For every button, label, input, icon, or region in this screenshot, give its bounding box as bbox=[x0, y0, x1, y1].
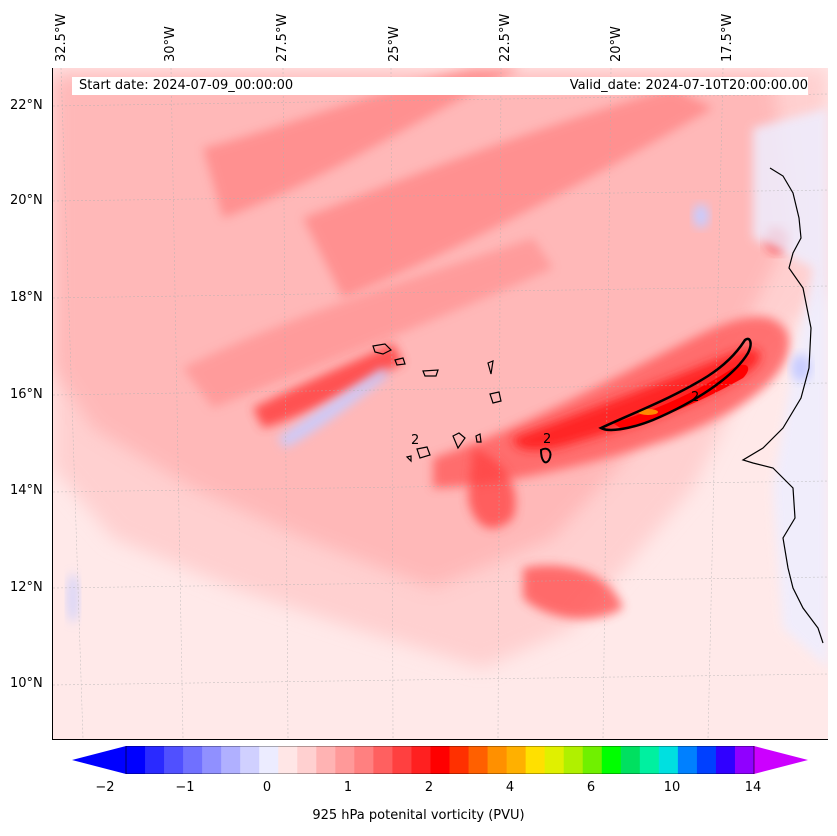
colorbar-outline bbox=[125, 746, 755, 774]
streak-upper-c bbox=[183, 238, 553, 408]
lon-label-20w: 20°W bbox=[609, 26, 624, 62]
streak-upper-a bbox=[203, 68, 523, 218]
colorbar-segment bbox=[677, 746, 698, 774]
colorbar-segment bbox=[620, 746, 641, 774]
contour-label-west: 2 bbox=[411, 433, 420, 448]
colorbar-segment bbox=[696, 746, 717, 774]
colorbar-segment bbox=[202, 746, 222, 774]
lat-label-22n: 22°N bbox=[10, 98, 43, 113]
main-band-core bbox=[513, 348, 761, 450]
colorbar-segment bbox=[259, 746, 279, 774]
colorbar-segment bbox=[430, 746, 451, 774]
lon-label-17-5w: 17.5°W bbox=[720, 13, 735, 62]
info-banner bbox=[72, 77, 808, 95]
tick-label-minus-1: −1 bbox=[175, 780, 195, 795]
lon-label-22-5w: 22.5°W bbox=[498, 13, 513, 62]
colorbar-segment bbox=[468, 746, 489, 774]
cape-verde-islands bbox=[372, 343, 502, 463]
lat-label-16n: 16°N bbox=[10, 387, 43, 402]
pv-field-map bbox=[53, 68, 828, 739]
colorbar-segment bbox=[316, 746, 336, 774]
colorbar-max-arrow bbox=[754, 746, 808, 774]
lon-label-25w: 25°W bbox=[387, 26, 402, 62]
negative-spot-north bbox=[693, 204, 709, 228]
valid-date-text: Valid_date: 2024-07-10T20:00:00.00 bbox=[569, 78, 808, 93]
tick-label-14: 14 bbox=[744, 780, 762, 795]
lat-label-12n: 12°N bbox=[10, 580, 43, 595]
streak-negative bbox=[278, 368, 389, 448]
colorbar-min-arrow bbox=[72, 746, 126, 774]
colorbar-segment bbox=[601, 746, 622, 774]
lat-label-20n: 20°N bbox=[10, 193, 43, 208]
colorbar-segment bbox=[563, 746, 584, 774]
colorbar-segment bbox=[658, 746, 679, 774]
colorbar-segment bbox=[183, 746, 203, 774]
tick-label-1: 1 bbox=[343, 780, 353, 795]
colorbar-label: 925 hPa potenital vorticity (PVU) bbox=[312, 808, 525, 823]
tick-label-minus-2: −2 bbox=[95, 780, 115, 795]
colorbar-segment bbox=[164, 746, 184, 774]
lat-label-14n: 14°N bbox=[10, 483, 43, 498]
colorbar-segment bbox=[639, 746, 660, 774]
colorbar-segment bbox=[278, 746, 298, 774]
colorbar-segment bbox=[126, 746, 146, 774]
lat-label-10n: 10°N bbox=[10, 676, 43, 691]
colorbar-segment bbox=[373, 746, 393, 774]
colorbar-segment bbox=[449, 746, 470, 774]
streak-mid-left bbox=[253, 343, 403, 428]
pv-2-contour bbox=[598, 337, 752, 432]
tick-label-6: 6 bbox=[586, 780, 596, 795]
map-frame bbox=[52, 68, 828, 740]
colorbar-segment bbox=[335, 746, 355, 774]
colorbar-segment bbox=[354, 746, 374, 774]
tick-label-10: 10 bbox=[663, 780, 681, 795]
negative-east-coast bbox=[753, 108, 828, 668]
colorbar-segment bbox=[487, 746, 508, 774]
colorbar-segment bbox=[715, 746, 736, 774]
pv-2-contour-small bbox=[539, 447, 552, 464]
south-patch-a bbox=[468, 448, 516, 529]
south-patch-b bbox=[523, 565, 623, 619]
tick-label-4: 4 bbox=[505, 780, 515, 795]
colorbar-segment bbox=[734, 746, 755, 774]
colorbar-segment bbox=[240, 746, 260, 774]
colorbar-segment bbox=[525, 746, 546, 774]
colorbar-segment bbox=[297, 746, 317, 774]
graticule bbox=[53, 68, 828, 739]
contour-label-central: 2 bbox=[543, 432, 552, 447]
colorbar-segment bbox=[221, 746, 241, 774]
colorbar-segment bbox=[582, 746, 603, 774]
streak-upper-b bbox=[303, 88, 713, 298]
colorbar-segment bbox=[411, 746, 431, 774]
lon-label-27-5w: 27.5°W bbox=[275, 13, 290, 62]
african-coastline bbox=[741, 167, 824, 644]
tick-label-0: 0 bbox=[262, 780, 272, 795]
colorbar-segment bbox=[392, 746, 412, 774]
colorbar-segment bbox=[544, 746, 565, 774]
start-date-text: Start date: 2024-07-09_00:00:00 bbox=[79, 78, 294, 93]
tick-label-2: 2 bbox=[424, 780, 434, 795]
colorbar-segment bbox=[145, 746, 165, 774]
negative-spot-se bbox=[791, 354, 811, 382]
lat-label-18n: 18°N bbox=[10, 290, 43, 305]
colorbar-segments bbox=[126, 746, 755, 774]
contour-label-east: 2 bbox=[691, 390, 700, 405]
lon-label-30w: 30°W bbox=[163, 26, 178, 62]
colorbar bbox=[72, 746, 808, 774]
negative-spot-west bbox=[67, 573, 79, 623]
colorbar-segment bbox=[506, 746, 527, 774]
lon-label-32-5w: 32.5°W bbox=[54, 13, 69, 62]
